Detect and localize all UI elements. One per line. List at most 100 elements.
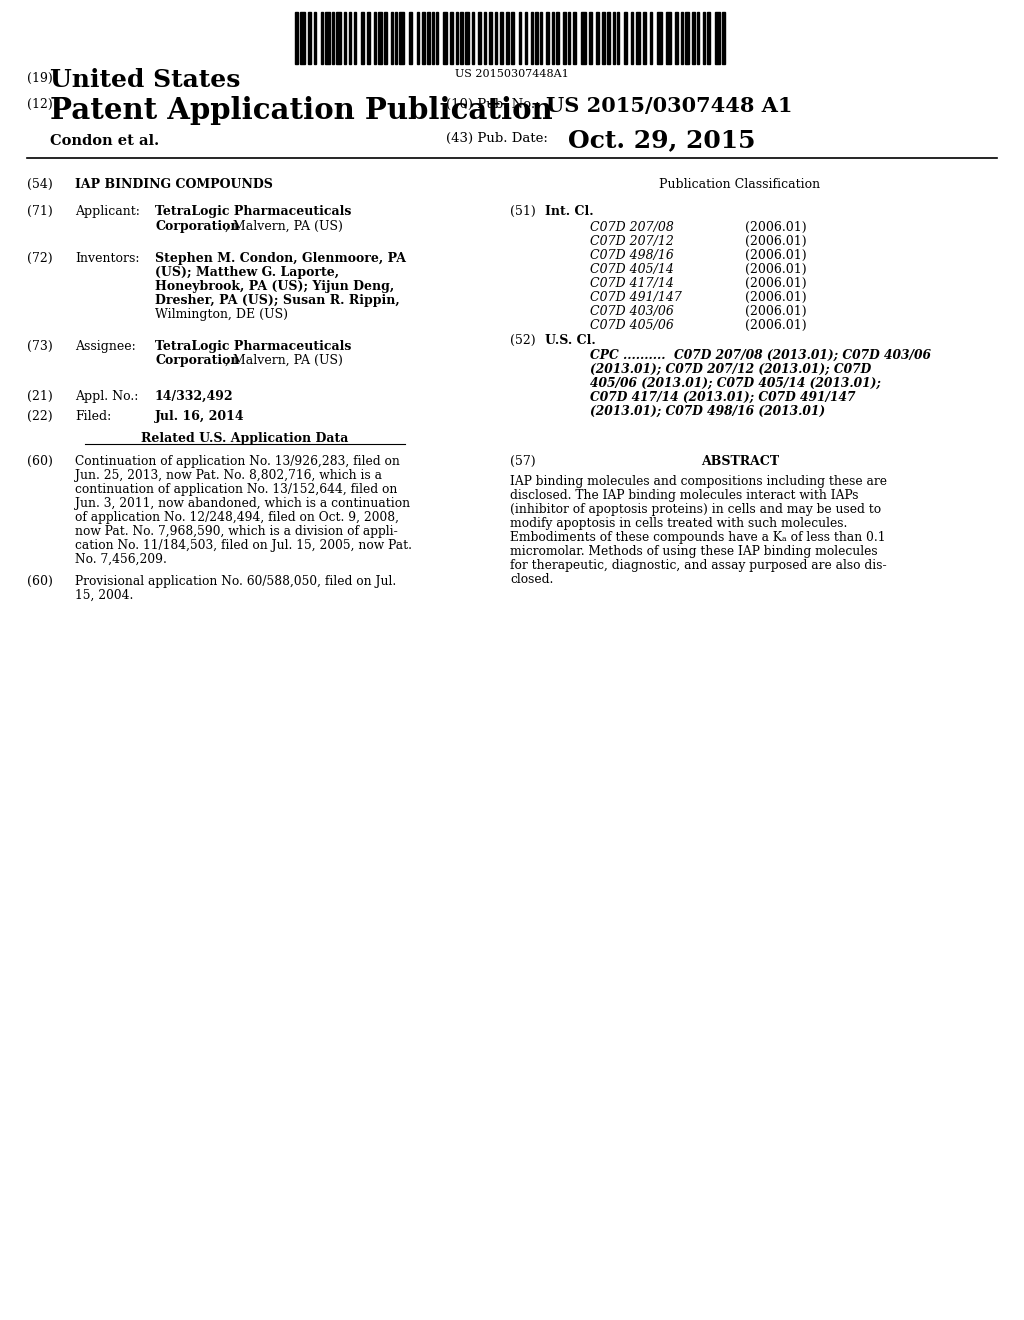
Text: Publication Classification: Publication Classification [659, 178, 820, 191]
Text: Int. Cl.: Int. Cl. [545, 205, 594, 218]
Text: now Pat. No. 7,968,590, which is a division of appli-: now Pat. No. 7,968,590, which is a divis… [75, 525, 397, 539]
Bar [300, 12, 305, 63]
Bar [500, 12, 503, 63]
Bar [427, 12, 430, 63]
Bar [703, 12, 705, 63]
Text: Provisional application No. 60/588,050, filed on Jul.: Provisional application No. 60/588,050, … [75, 576, 396, 587]
Text: modify apoptosis in cells treated with such molecules.: modify apoptosis in cells treated with s… [510, 517, 848, 531]
Text: ABSTRACT: ABSTRACT [701, 455, 779, 469]
Text: No. 7,456,209.: No. 7,456,209. [75, 553, 167, 566]
Text: Inventors:: Inventors: [75, 252, 139, 265]
Bar [314, 12, 316, 63]
Bar [519, 12, 521, 63]
Text: (73): (73) [27, 341, 53, 352]
Bar [596, 12, 599, 63]
Text: (2006.01): (2006.01) [745, 319, 807, 333]
Bar [367, 12, 370, 63]
Text: (2013.01); C07D 498/16 (2013.01): (2013.01); C07D 498/16 (2013.01) [590, 405, 825, 418]
Text: Embodiments of these compounds have a Kₐ of less than 0.1: Embodiments of these compounds have a Kₐ… [510, 531, 886, 544]
Text: 14/332,492: 14/332,492 [155, 389, 233, 403]
Text: Appl. No.:: Appl. No.: [75, 389, 138, 403]
Bar [321, 12, 323, 63]
Text: C07D 491/147: C07D 491/147 [590, 290, 682, 304]
Text: cation No. 11/184,503, filed on Jul. 15, 2005, now Pat.: cation No. 11/184,503, filed on Jul. 15,… [75, 539, 412, 552]
Text: of application No. 12/248,494, filed on Oct. 9, 2008,: of application No. 12/248,494, filed on … [75, 511, 399, 524]
Bar [540, 12, 542, 63]
Bar [399, 12, 404, 63]
Text: Continuation of application No. 13/926,283, filed on: Continuation of application No. 13/926,2… [75, 455, 400, 469]
Bar [715, 12, 720, 63]
Bar [556, 12, 559, 63]
Text: (51): (51) [510, 205, 536, 218]
Text: TetraLogic Pharmaceuticals: TetraLogic Pharmaceuticals [155, 205, 351, 218]
Text: (52): (52) [510, 334, 536, 347]
Text: disclosed. The IAP binding molecules interact with IAPs: disclosed. The IAP binding molecules int… [510, 488, 858, 502]
Bar [489, 12, 492, 63]
Bar [552, 12, 554, 63]
Text: Applicant:: Applicant: [75, 205, 140, 218]
Text: C07D 405/14: C07D 405/14 [590, 263, 674, 276]
Text: (60): (60) [27, 576, 53, 587]
Text: IAP binding molecules and compositions including these are: IAP binding molecules and compositions i… [510, 475, 887, 488]
Bar [456, 12, 458, 63]
Bar [395, 12, 397, 63]
Bar [374, 12, 376, 63]
Text: Related U.S. Application Data: Related U.S. Application Data [141, 432, 349, 445]
Bar [643, 12, 646, 63]
Bar [602, 12, 605, 63]
Text: U.S. Cl.: U.S. Cl. [545, 334, 596, 347]
Bar [697, 12, 699, 63]
Bar [443, 12, 447, 63]
Text: United States: United States [50, 69, 241, 92]
Text: C07D 498/16: C07D 498/16 [590, 249, 674, 261]
Bar [568, 12, 570, 63]
Text: Jun. 3, 2011, now abandoned, which is a continuation: Jun. 3, 2011, now abandoned, which is a … [75, 498, 411, 510]
Text: C07D 207/12: C07D 207/12 [590, 235, 674, 248]
Bar [332, 12, 334, 63]
Text: (72): (72) [27, 252, 52, 265]
Text: (10) Pub. No.:: (10) Pub. No.: [446, 98, 540, 111]
Text: Condon et al.: Condon et al. [50, 135, 159, 148]
Text: (inhibitor of apoptosis proteins) in cells and may be used to: (inhibitor of apoptosis proteins) in cel… [510, 503, 881, 516]
Bar [432, 12, 434, 63]
Text: (2013.01); C07D 207/12 (2013.01); C07D: (2013.01); C07D 207/12 (2013.01); C07D [590, 363, 871, 376]
Text: Corporation: Corporation [155, 354, 240, 367]
Text: (19): (19) [27, 73, 53, 84]
Text: (US); Matthew G. Laporte,: (US); Matthew G. Laporte, [155, 267, 339, 279]
Text: (60): (60) [27, 455, 53, 469]
Text: C07D 417/14: C07D 417/14 [590, 277, 674, 290]
Bar [666, 12, 671, 63]
Bar [344, 12, 346, 63]
Text: C07D 207/08: C07D 207/08 [590, 220, 674, 234]
Bar [378, 12, 382, 63]
Bar [617, 12, 618, 63]
Text: continuation of application No. 13/152,644, filed on: continuation of application No. 13/152,6… [75, 483, 397, 496]
Bar [465, 12, 469, 63]
Bar [675, 12, 678, 63]
Text: Assignee:: Assignee: [75, 341, 136, 352]
Text: Oct. 29, 2015: Oct. 29, 2015 [568, 128, 756, 152]
Bar [511, 12, 514, 63]
Bar [692, 12, 695, 63]
Text: Patent Application Publication: Patent Application Publication [50, 96, 553, 125]
Bar [607, 12, 610, 63]
Bar [722, 12, 725, 63]
Text: closed.: closed. [510, 573, 553, 586]
Bar [546, 12, 549, 63]
Bar [391, 12, 393, 63]
Text: , Malvern, PA (US): , Malvern, PA (US) [225, 220, 343, 234]
Bar [636, 12, 640, 63]
Bar [384, 12, 387, 63]
Bar [589, 12, 592, 63]
Bar [531, 12, 534, 63]
Bar [409, 12, 412, 63]
Text: (2006.01): (2006.01) [745, 305, 807, 318]
Bar [422, 12, 425, 63]
Bar [581, 12, 586, 63]
Text: (2006.01): (2006.01) [745, 290, 807, 304]
Text: (2006.01): (2006.01) [745, 263, 807, 276]
Bar [631, 12, 633, 63]
Bar [354, 12, 356, 63]
Bar [613, 12, 615, 63]
Bar [460, 12, 463, 63]
